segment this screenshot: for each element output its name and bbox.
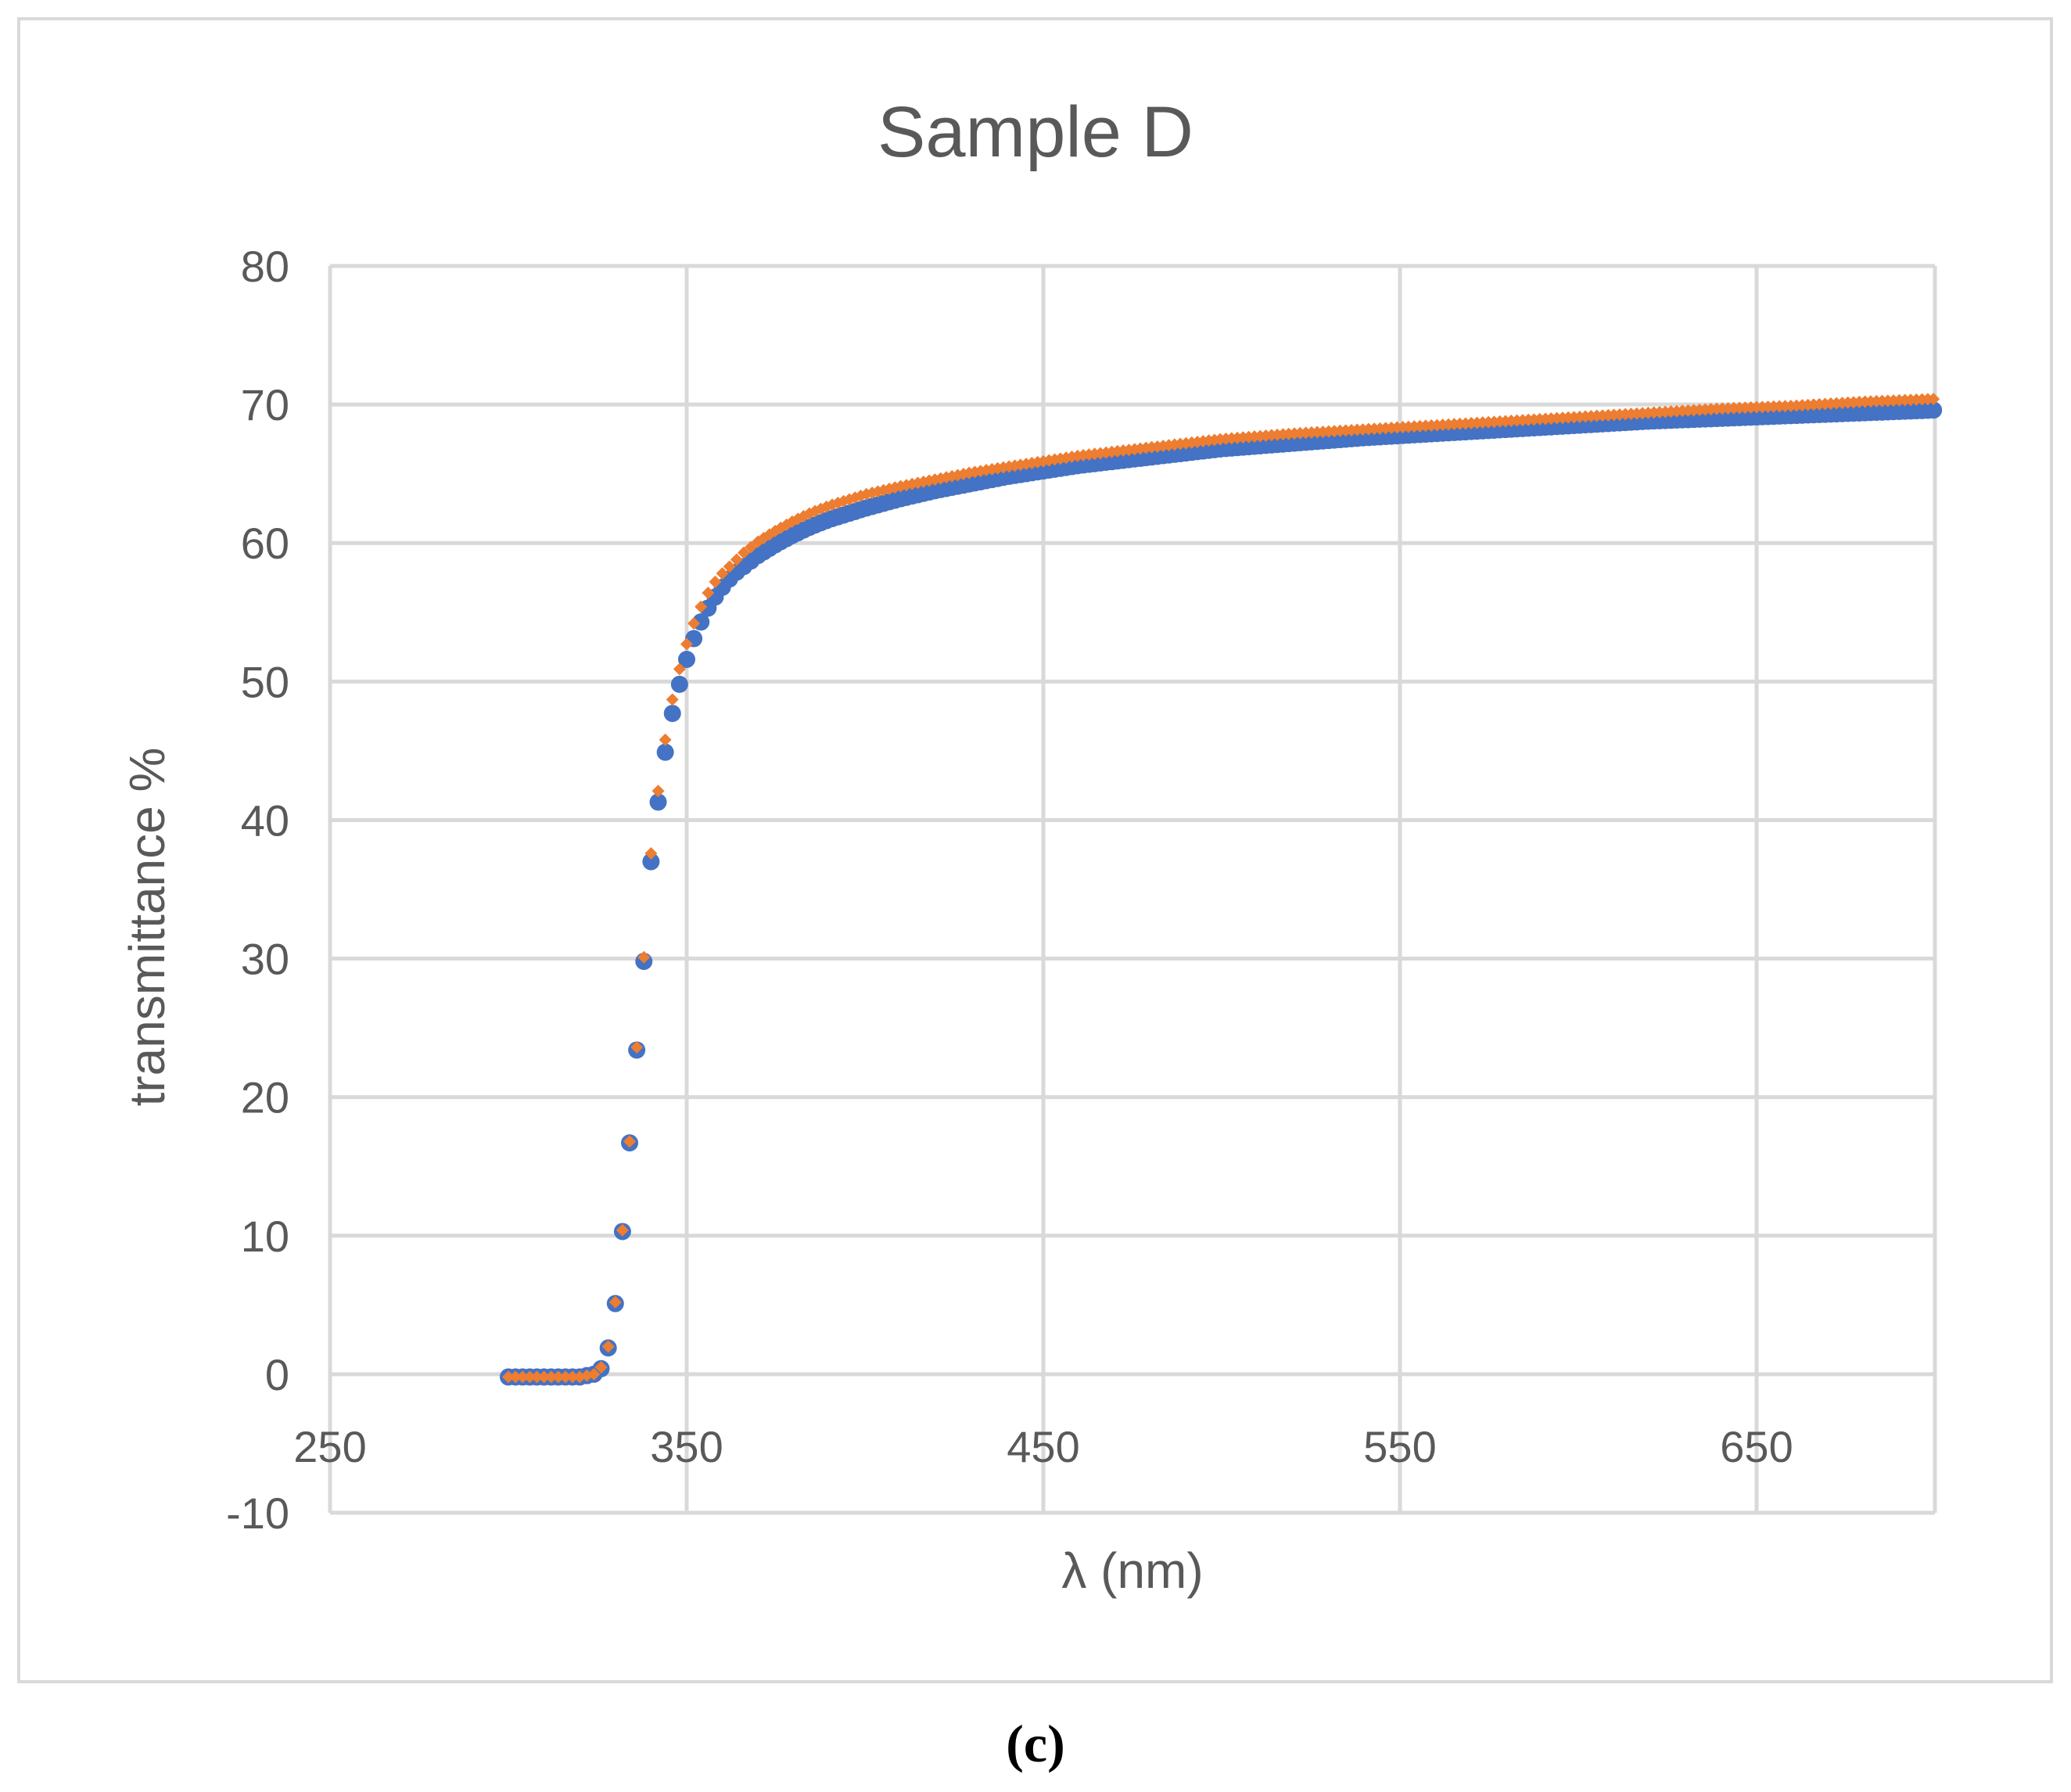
data-point <box>659 733 672 746</box>
data-point <box>509 1370 522 1384</box>
data-point <box>623 1135 637 1148</box>
y-tick-label: 0 <box>265 1350 289 1399</box>
x-tick-label: 650 <box>1720 1422 1793 1471</box>
data-point <box>649 793 667 811</box>
data-point <box>673 663 686 676</box>
y-tick-label: 30 <box>241 935 289 984</box>
data-point <box>656 743 674 761</box>
data-point <box>670 675 688 693</box>
data-point <box>537 1370 551 1384</box>
data-point <box>680 637 693 651</box>
y-tick-label: 40 <box>241 795 289 845</box>
data-point <box>516 1370 529 1384</box>
data-point <box>663 705 681 723</box>
data-point <box>745 540 758 554</box>
data-point <box>601 1340 615 1353</box>
data-point <box>530 1370 544 1384</box>
x-axis-label: λ (nm) <box>1061 1542 1203 1599</box>
data-point <box>587 1367 601 1381</box>
y-tick-label: -10 <box>226 1489 289 1538</box>
series-layer <box>500 393 1943 1386</box>
chart-title: Sample D <box>878 92 1193 172</box>
chart-frame <box>17 17 2053 1683</box>
data-point <box>558 1370 572 1384</box>
data-point <box>642 853 660 871</box>
series-1 <box>500 401 1943 1386</box>
data-point <box>709 575 722 588</box>
data-point <box>644 846 658 860</box>
data-point <box>551 1370 565 1384</box>
data-point <box>544 1370 558 1384</box>
series-2 <box>502 393 1940 1384</box>
data-point <box>608 1295 622 1309</box>
data-point <box>651 785 665 798</box>
data-point <box>1927 393 1940 406</box>
x-tick-label: 250 <box>293 1422 366 1471</box>
data-point <box>737 546 750 559</box>
data-point <box>616 1223 629 1237</box>
x-tick-label: 450 <box>1007 1422 1079 1471</box>
y-tick-label: 10 <box>241 1212 289 1261</box>
figure-caption: (c) <box>1006 1714 1064 1773</box>
data-point <box>702 586 715 599</box>
data-point <box>523 1370 537 1384</box>
y-tick-label: 20 <box>241 1073 289 1122</box>
data-point <box>566 1370 580 1384</box>
y-tick-label: 50 <box>241 657 289 706</box>
y-tick-label: 70 <box>241 380 289 429</box>
tick-layer: -10 0 10 20 30 40 50 60 70 80 250 350 450 550 650 <box>226 242 1793 1538</box>
data-point <box>630 1040 644 1054</box>
y-tick-label: 60 <box>241 519 289 568</box>
y-tick-label: 80 <box>241 242 289 291</box>
data-point <box>730 553 743 566</box>
data-point <box>666 693 679 706</box>
data-point <box>502 1370 515 1384</box>
data-point <box>687 616 701 630</box>
x-tick-label: 350 <box>650 1422 723 1471</box>
data-point <box>1925 401 1943 419</box>
data-point <box>695 600 708 613</box>
data-point <box>723 560 736 573</box>
data-point <box>716 567 729 580</box>
data-point <box>678 650 695 668</box>
data-point <box>594 1361 608 1374</box>
data-point <box>637 950 651 964</box>
y-axis-label: transmittance % <box>119 748 175 1107</box>
x-tick-label: 550 <box>1363 1422 1436 1471</box>
